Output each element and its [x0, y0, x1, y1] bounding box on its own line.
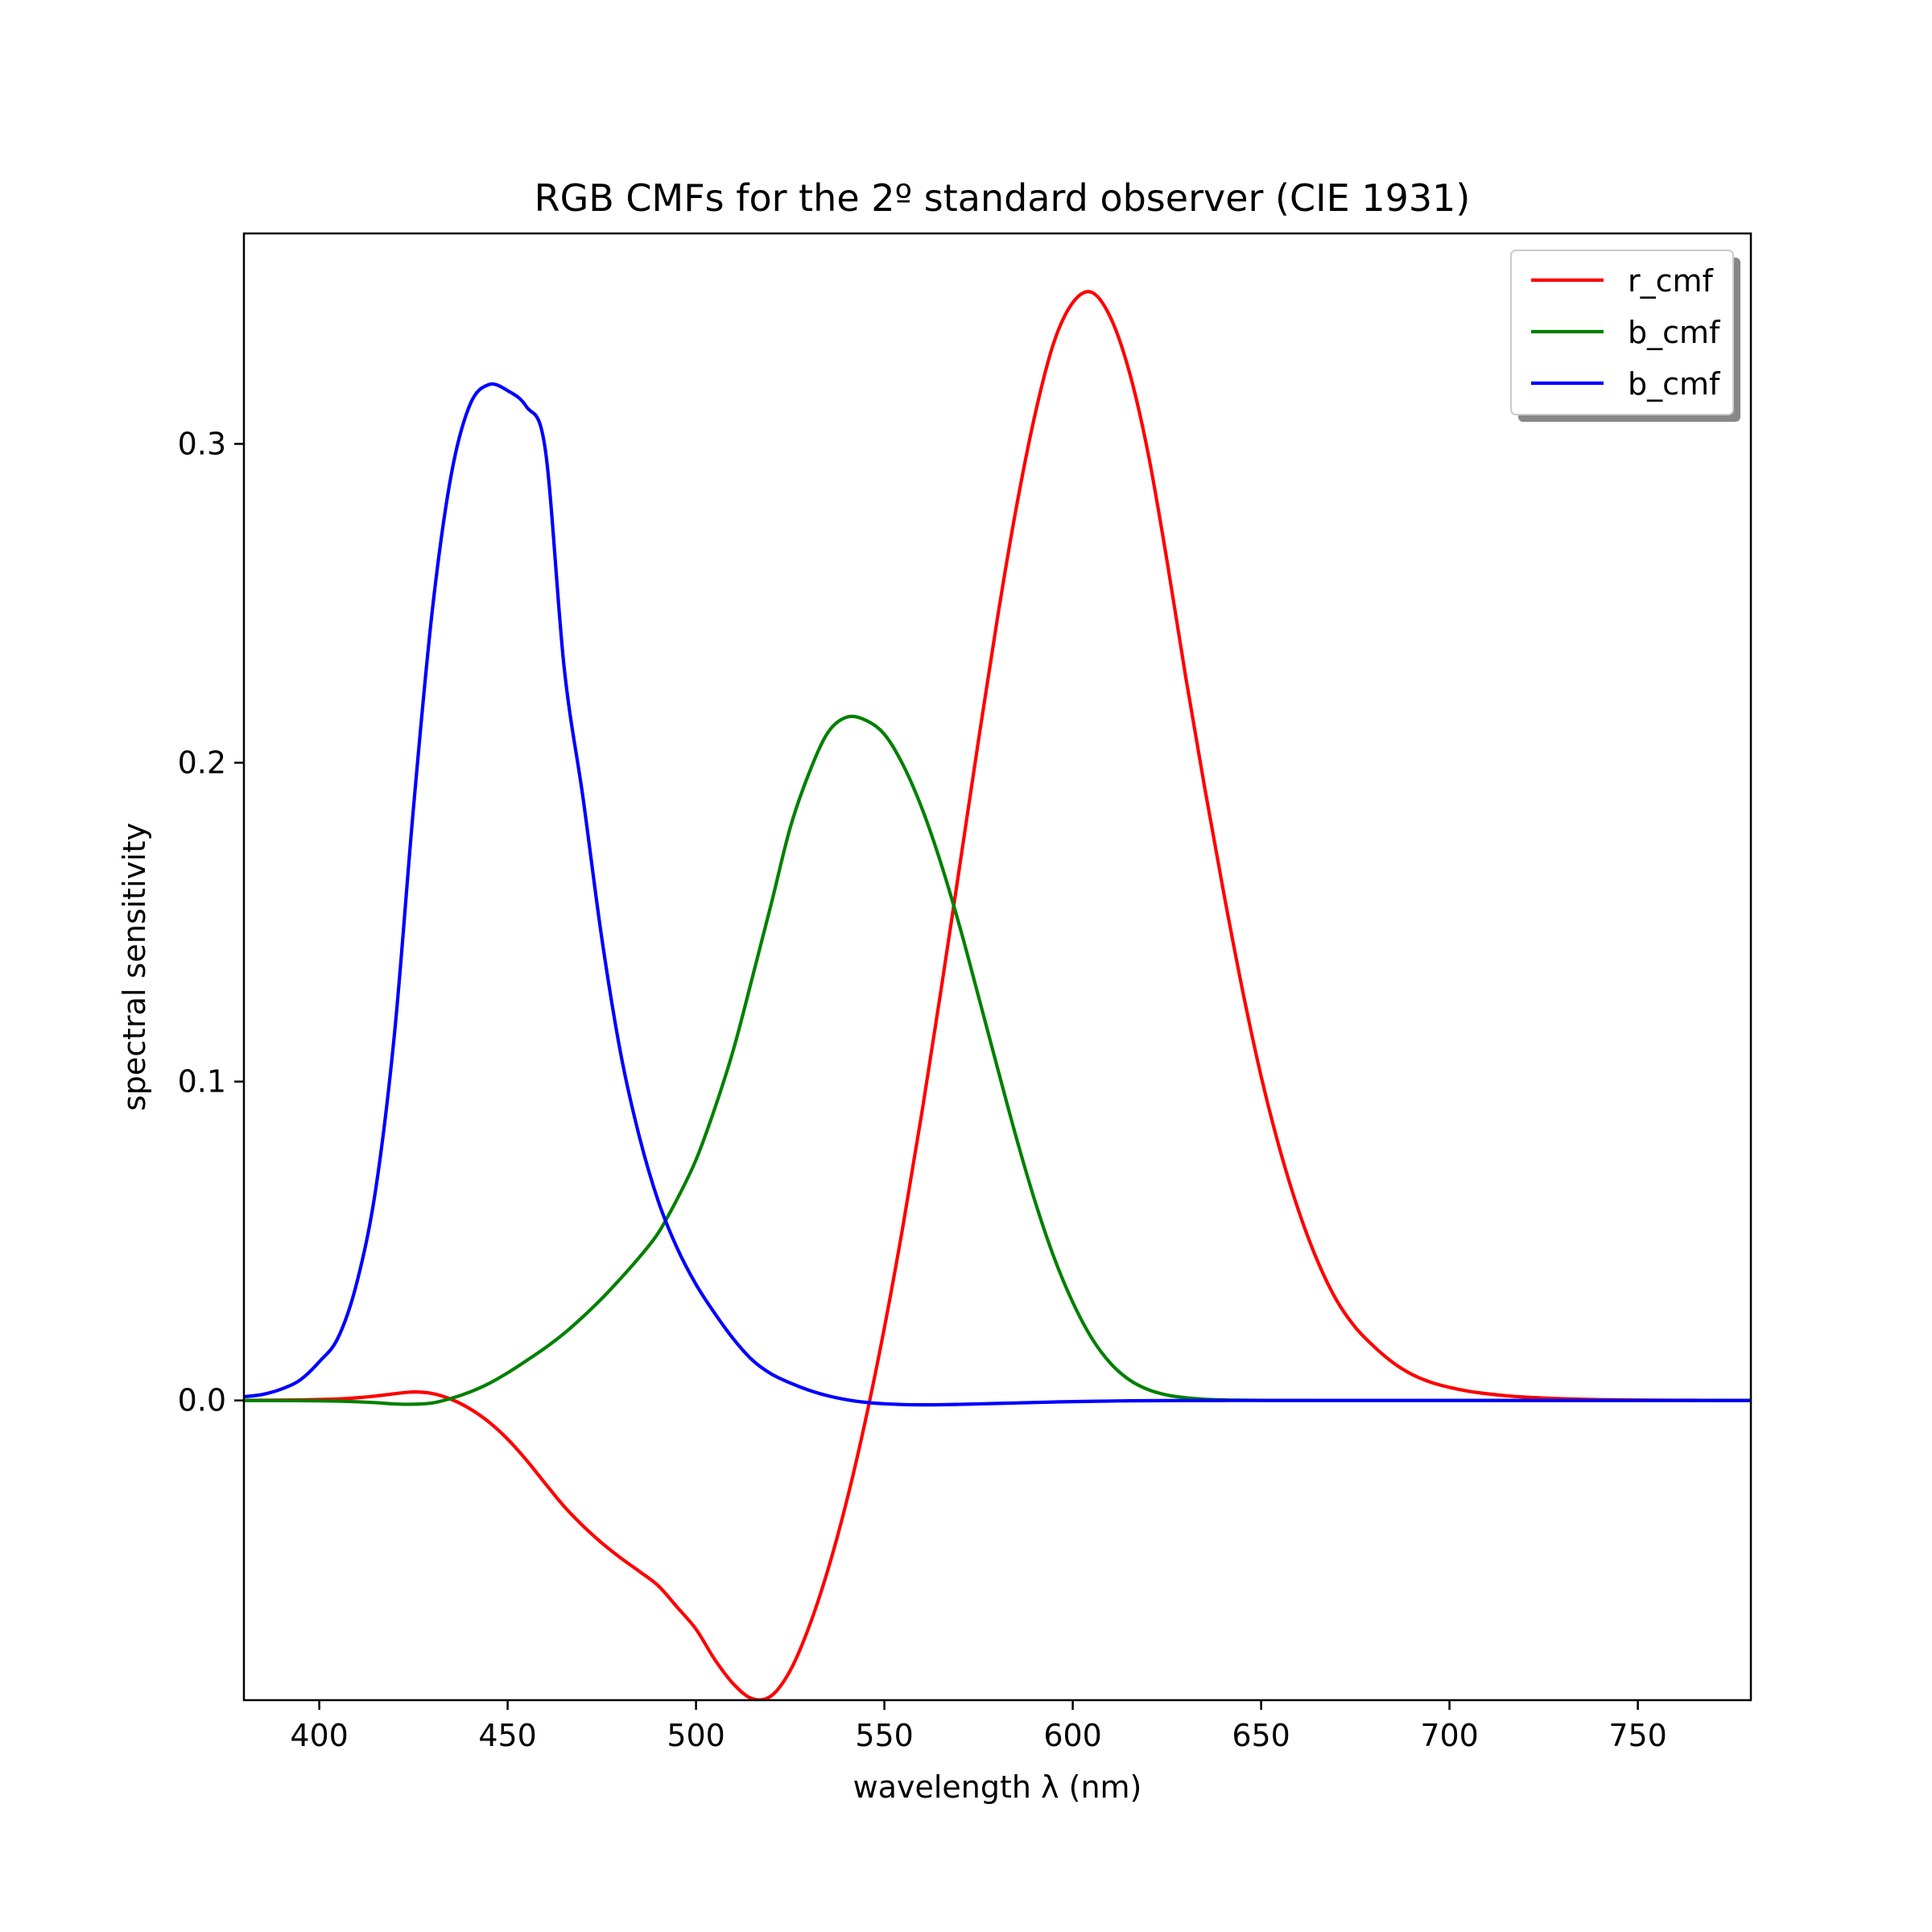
y-tick-label: 0.3 [178, 426, 226, 461]
x-axis: 400 450 500 550 600 650 700 750 [290, 1700, 1667, 1753]
x-tick-label: 700 [1420, 1718, 1479, 1753]
legend-label: b_cmf [1628, 315, 1721, 350]
y-tick-label: 0.0 [178, 1383, 226, 1418]
y-tick-label: 0.1 [178, 1064, 226, 1100]
y-axis: 0.0 0.1 0.2 0.3 [178, 426, 244, 1418]
series-layer [244, 290, 1751, 1700]
y-axis-label: spectral sensitivity [117, 823, 152, 1111]
series-line-3 [244, 382, 1751, 1407]
x-tick-label: 550 [855, 1718, 914, 1753]
x-tick-label: 450 [478, 1718, 537, 1753]
legend-box [1510, 250, 1734, 415]
legend-label: b_cmf [1628, 366, 1721, 402]
legend-label: r_cmf [1628, 263, 1715, 299]
x-tick-label: 750 [1608, 1718, 1667, 1753]
legend: r_cmf b_cmf b_cmf [1510, 250, 1740, 422]
x-tick-label: 400 [290, 1718, 349, 1753]
y-tick-label: 0.2 [178, 745, 226, 781]
x-tick-label: 600 [1043, 1718, 1102, 1753]
chart-title: RGB CMFs for the 2º standard observer (C… [535, 176, 1471, 220]
plot-frame [242, 232, 1752, 1702]
x-tick-label: 500 [667, 1718, 725, 1753]
x-axis-label: wavelength λ (nm) [853, 1769, 1142, 1805]
x-tick-label: 650 [1232, 1718, 1290, 1753]
series-line-1 [244, 290, 1751, 1700]
